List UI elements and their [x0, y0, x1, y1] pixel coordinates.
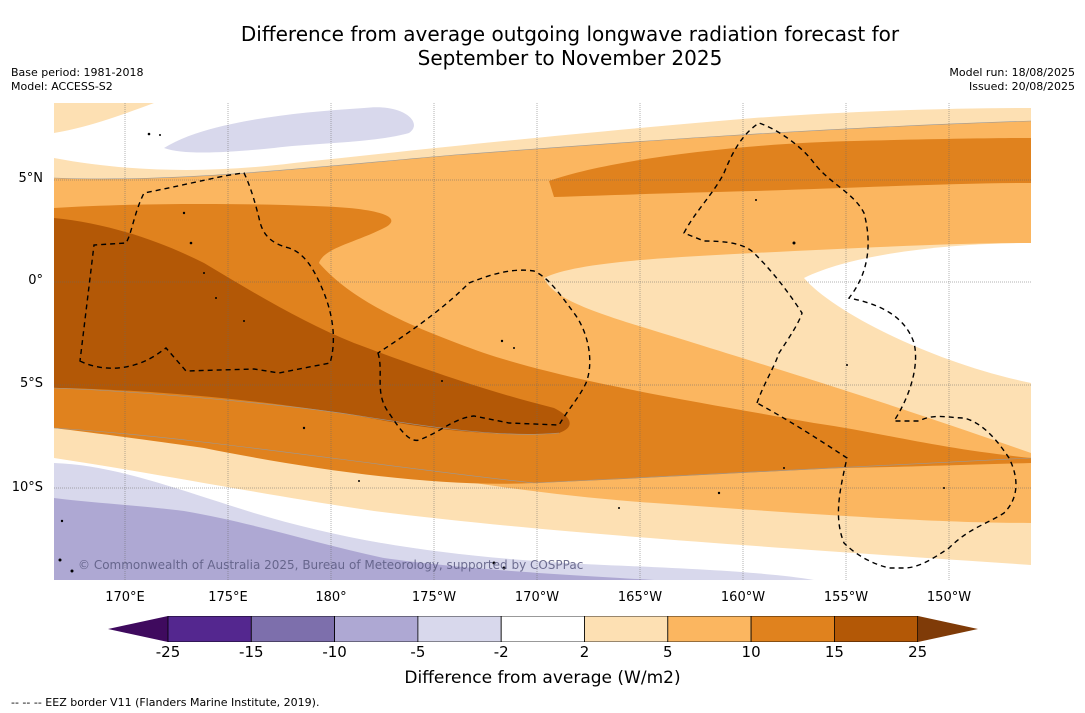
colorbar-tick-label: 2	[579, 643, 590, 661]
colorbar-cell	[667, 616, 752, 642]
colorbar-cell	[834, 616, 919, 642]
lon-label-180: 180°	[315, 590, 347, 605]
lon-label-175w: 175°W	[411, 590, 457, 605]
colorbar-tick-label: 5	[663, 643, 673, 661]
lon-label-160w: 160°W	[720, 590, 766, 605]
colorbar-cell	[417, 616, 502, 642]
title-line-1: Difference from average outgoing longwav…	[240, 22, 900, 46]
colorbar-tick-label: -25	[155, 643, 181, 661]
colorbar-tick-label: -15	[239, 643, 264, 661]
map-svg	[54, 103, 1031, 580]
colorbar-tick-label: -2	[493, 643, 509, 661]
colorbar-cell	[584, 616, 669, 642]
band-brown-15-25	[54, 218, 570, 435]
lat-label-5s: 5°S	[19, 376, 43, 391]
chart-title: Difference from average outgoing longwav…	[0, 22, 1085, 70]
colorbar-cell	[167, 616, 252, 642]
colorbar-cell	[750, 616, 835, 642]
lon-label-170w: 170°W	[514, 590, 560, 605]
olr-anomaly-map	[54, 103, 1031, 580]
band-purple-south	[54, 498, 654, 580]
contour-lines	[54, 120, 1031, 484]
lon-label-165w: 165°W	[617, 590, 663, 605]
title-line-2: September to November 2025	[417, 46, 723, 70]
lat-label-0: 0°	[28, 273, 43, 288]
band-dark-orange-10-15	[54, 203, 1031, 484]
model-text: Model: ACCESS-S2	[11, 80, 113, 93]
meta-left: Base period: 1981-2018 Model: ACCESS-S2	[11, 66, 143, 94]
issued-text: Issued: 20/08/2025	[968, 80, 1075, 93]
colorbar	[108, 616, 978, 642]
colorbar-tick-label: 15	[824, 643, 844, 661]
band-dark-orange-northeast	[549, 138, 1031, 197]
band-light-purple-north	[164, 107, 414, 153]
eez-borders	[79, 122, 1017, 569]
colorbar-cell	[250, 616, 336, 642]
lat-label-5n: 5°N	[18, 171, 44, 186]
model-run-text: Model run: 18/08/2025	[949, 66, 1075, 79]
islands	[58, 132, 945, 573]
lon-label-175e: 175°E	[208, 590, 248, 605]
band-light-orange-nw	[54, 103, 154, 133]
colorbar-left-arrow	[108, 616, 168, 642]
lon-label-150w: 150°W	[926, 590, 972, 605]
lon-label-155w: 155°W	[823, 590, 869, 605]
colorbar-cell	[500, 616, 585, 642]
eez-footnote: -- -- -- EEZ border V11 (Flanders Marine…	[11, 696, 320, 709]
colorbar-tick-label: 10	[741, 643, 761, 661]
colorbar-tick-label: 25	[908, 643, 928, 661]
meta-right: Model run: 18/08/2025 Issued: 20/08/2025	[949, 66, 1075, 94]
copyright-notice: © Commonwealth of Australia 2025, Bureau…	[78, 558, 584, 572]
colorbar-cell	[334, 616, 419, 642]
band-neutral-east	[804, 243, 1031, 383]
colorbar-tick-label: -10	[322, 643, 347, 661]
colorbar-tick-label: -5	[410, 643, 426, 661]
lat-label-10s: 10°S	[11, 480, 43, 495]
gridlines	[54, 103, 1031, 580]
colorbar-label: Difference from average (W/m2)	[404, 668, 681, 688]
colorbar-right-arrow	[918, 616, 978, 642]
lon-label-170e: 170°E	[105, 590, 145, 605]
base-period-text: Base period: 1981-2018	[11, 66, 144, 79]
